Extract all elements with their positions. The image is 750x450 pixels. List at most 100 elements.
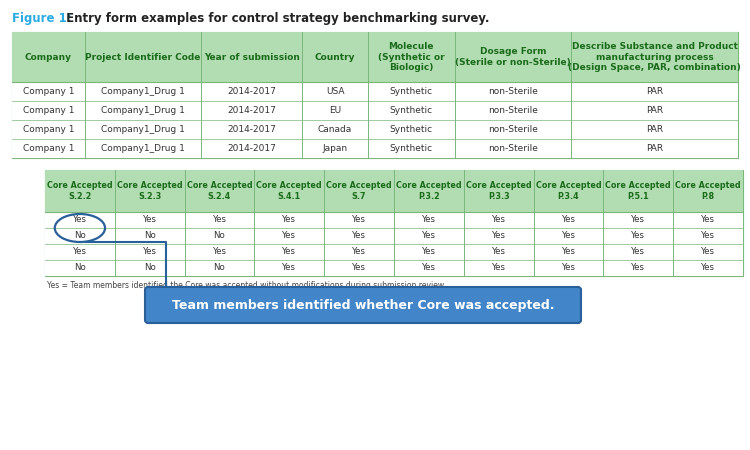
- Text: USA: USA: [326, 87, 344, 96]
- Text: No: No: [214, 264, 225, 273]
- Text: No: No: [144, 231, 155, 240]
- Bar: [12, 32, 738, 82]
- Text: Yes: Yes: [562, 231, 575, 240]
- Text: Yes: Yes: [282, 248, 296, 256]
- Text: Yes: Yes: [142, 216, 157, 225]
- Text: non-Sterile: non-Sterile: [488, 106, 538, 115]
- Text: Figure 1:: Figure 1:: [12, 12, 72, 25]
- Text: Core Accepted
P.5.1: Core Accepted P.5.1: [605, 181, 671, 201]
- Text: Company1_Drug 1: Company1_Drug 1: [100, 144, 184, 153]
- Text: Japan: Japan: [322, 144, 348, 153]
- Text: PAR: PAR: [646, 106, 663, 115]
- Bar: [45, 212, 743, 228]
- Text: No: No: [144, 264, 155, 273]
- Text: EU: EU: [329, 106, 341, 115]
- Text: No: No: [214, 231, 225, 240]
- Text: Yes: Yes: [632, 248, 645, 256]
- Bar: [12, 82, 738, 101]
- Text: Core Accepted
S.2.2: Core Accepted S.2.2: [47, 181, 112, 201]
- Text: Year of submission: Year of submission: [204, 53, 299, 62]
- Text: Yes: Yes: [352, 264, 366, 273]
- Bar: [12, 32, 738, 158]
- Text: Project Identifier Code: Project Identifier Code: [85, 53, 200, 62]
- Text: non-Sterile: non-Sterile: [488, 87, 538, 96]
- Text: Core Accepted
S.2.3: Core Accepted S.2.3: [117, 181, 182, 201]
- Text: Yes: Yes: [73, 248, 87, 256]
- Bar: [45, 244, 743, 260]
- Text: Yes: Yes: [282, 216, 296, 225]
- Text: Yes: Yes: [562, 216, 575, 225]
- Text: Yes: Yes: [701, 216, 715, 225]
- Text: Yes: Yes: [632, 264, 645, 273]
- Text: Company 1: Company 1: [22, 106, 74, 115]
- Bar: [45, 260, 743, 276]
- Text: non-Sterile: non-Sterile: [488, 125, 538, 134]
- Text: Core Accepted
S.4.1: Core Accepted S.4.1: [256, 181, 322, 201]
- Text: 2014-2017: 2014-2017: [227, 106, 276, 115]
- Text: Describe Substance and Product
manufacturing process
(Design Space, PAR, combina: Describe Substance and Product manufactu…: [568, 42, 741, 72]
- Text: Yes: Yes: [632, 231, 645, 240]
- Text: Company: Company: [25, 53, 72, 62]
- FancyBboxPatch shape: [145, 287, 581, 323]
- Bar: [12, 139, 738, 158]
- Text: Yes: Yes: [352, 248, 366, 256]
- Text: 2014-2017: 2014-2017: [227, 144, 276, 153]
- Text: Synthetic: Synthetic: [390, 87, 433, 96]
- Text: Core Accepted
S.2.4: Core Accepted S.2.4: [187, 181, 252, 201]
- Text: Dosage Form
(Sterile or non-Sterile): Dosage Form (Sterile or non-Sterile): [455, 47, 571, 67]
- Text: Yes: Yes: [701, 264, 715, 273]
- Text: Yes: Yes: [282, 264, 296, 273]
- Bar: [12, 120, 738, 139]
- Text: Yes: Yes: [142, 248, 157, 256]
- Text: Core Accepted
P.8: Core Accepted P.8: [675, 181, 741, 201]
- Text: Core Accepted
S.7: Core Accepted S.7: [326, 181, 392, 201]
- Text: non-Sterile: non-Sterile: [488, 144, 538, 153]
- Bar: [45, 228, 743, 244]
- Text: Yes: Yes: [212, 216, 226, 225]
- Text: Yes: Yes: [422, 248, 436, 256]
- Text: Yes: Yes: [492, 216, 506, 225]
- Text: Entry form examples for control strategy benchmarking survey.: Entry form examples for control strategy…: [62, 12, 490, 25]
- Text: Core Accepted
P.3.4: Core Accepted P.3.4: [536, 181, 602, 201]
- Text: Company1_Drug 1: Company1_Drug 1: [100, 106, 184, 115]
- Bar: [12, 101, 738, 120]
- Text: 2014-2017: 2014-2017: [227, 87, 276, 96]
- Text: Company 1: Company 1: [22, 144, 74, 153]
- Text: Yes: Yes: [73, 216, 87, 225]
- Text: Yes: Yes: [212, 248, 226, 256]
- Text: Yes: Yes: [701, 231, 715, 240]
- Text: Core Accepted
P.3.3: Core Accepted P.3.3: [466, 181, 532, 201]
- Bar: [45, 170, 743, 276]
- Text: No: No: [74, 231, 86, 240]
- Text: Synthetic: Synthetic: [390, 125, 433, 134]
- Text: Yes: Yes: [422, 216, 436, 225]
- Text: PAR: PAR: [646, 144, 663, 153]
- Text: Synthetic: Synthetic: [390, 106, 433, 115]
- Text: Yes: Yes: [422, 264, 436, 273]
- Bar: [45, 170, 743, 212]
- Text: Yes: Yes: [701, 248, 715, 256]
- Text: Canada: Canada: [318, 125, 352, 134]
- Text: Country: Country: [315, 53, 356, 62]
- Text: Company1_Drug 1: Company1_Drug 1: [100, 87, 184, 96]
- Text: Yes = Team members identified the Core was accepted without modifications during: Yes = Team members identified the Core w…: [47, 281, 444, 290]
- Text: Yes: Yes: [352, 231, 366, 240]
- Text: Company 1: Company 1: [22, 125, 74, 134]
- Text: No: No: [74, 264, 86, 273]
- Text: Synthetic: Synthetic: [390, 144, 433, 153]
- Text: Yes: Yes: [562, 248, 575, 256]
- Text: Yes: Yes: [492, 264, 506, 273]
- Text: Yes: Yes: [282, 231, 296, 240]
- Text: Yes: Yes: [632, 216, 645, 225]
- Text: Company 1: Company 1: [22, 87, 74, 96]
- Text: 2014-2017: 2014-2017: [227, 125, 276, 134]
- Text: Team members identified whether Core was accepted.: Team members identified whether Core was…: [172, 298, 554, 311]
- Text: Yes: Yes: [492, 248, 506, 256]
- Text: Yes: Yes: [492, 231, 506, 240]
- Text: Core Accepted
P.3.2: Core Accepted P.3.2: [396, 181, 462, 201]
- Text: Yes: Yes: [562, 264, 575, 273]
- Text: Company1_Drug 1: Company1_Drug 1: [100, 125, 184, 134]
- Text: PAR: PAR: [646, 125, 663, 134]
- Text: Yes: Yes: [352, 216, 366, 225]
- Text: PAR: PAR: [646, 87, 663, 96]
